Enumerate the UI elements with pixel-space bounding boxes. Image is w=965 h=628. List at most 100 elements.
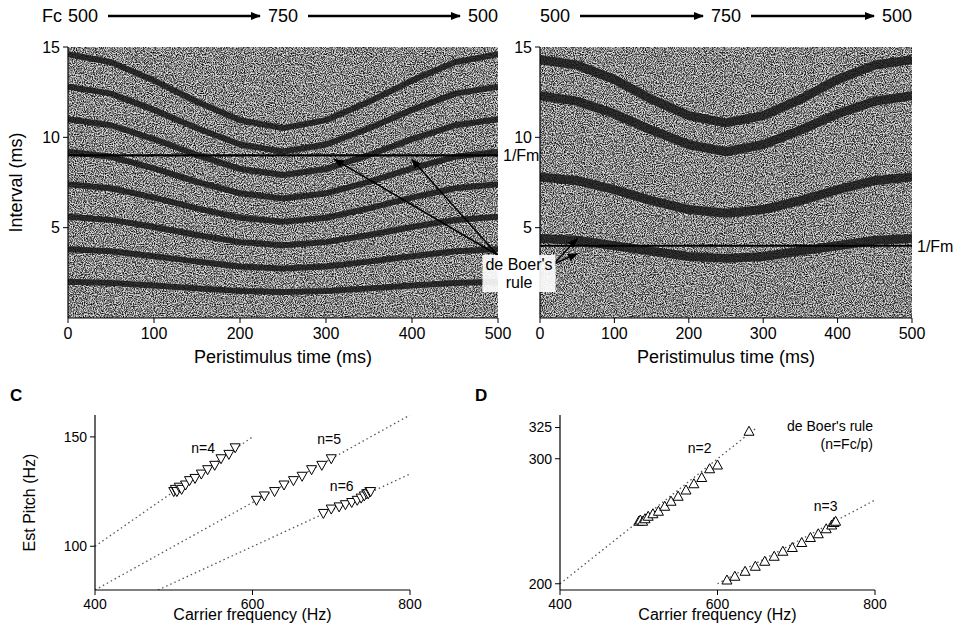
header-label: 750 xyxy=(268,6,298,26)
x-tick-label: 400 xyxy=(824,325,851,342)
pitch-point xyxy=(318,509,328,518)
line-label: n=6 xyxy=(330,478,354,494)
x-axis xyxy=(540,317,912,318)
annotation-arrow xyxy=(554,239,578,264)
raster-ground xyxy=(540,47,912,318)
x-axis-title: Peristimulus time (ms) xyxy=(194,347,372,367)
x-tick xyxy=(252,590,253,595)
x-tick xyxy=(688,318,689,323)
pitch-point xyxy=(230,444,240,453)
x-tick-label: 300 xyxy=(313,325,340,342)
x-tick xyxy=(540,318,541,323)
y-axis xyxy=(67,47,68,318)
x-tick xyxy=(95,590,96,595)
header-arrow xyxy=(308,15,460,18)
raster-grain xyxy=(540,47,912,318)
pitch-point xyxy=(760,556,770,565)
line-label: n=4 xyxy=(191,440,215,456)
annotation-line: de Boer's xyxy=(485,256,552,273)
pitch-point xyxy=(326,505,336,514)
y-axis xyxy=(94,415,95,590)
x-axis-title: Carrier frequency (Hz) xyxy=(638,606,796,623)
x-tick xyxy=(154,318,155,323)
raster-panel: 010020030040050051015Peristimulus time (… xyxy=(6,6,539,367)
labels: n=2 n=3 de Boer's rule (n=Fc/p) xyxy=(688,418,873,514)
pitch-point xyxy=(251,496,261,505)
de-boer-annotation: de Boer'srule xyxy=(335,159,578,292)
rule-line xyxy=(718,500,876,584)
y-tick-label: 5 xyxy=(523,219,532,236)
annotation: (n=Fc/p) xyxy=(820,436,873,452)
labels: n=4n=5n=6 xyxy=(191,431,354,494)
x-tick-label: 800 xyxy=(863,596,887,612)
x-tick-label: 500 xyxy=(899,325,926,342)
y-axis xyxy=(559,415,560,590)
y-tick xyxy=(555,427,560,428)
x-tick-label: 200 xyxy=(675,325,702,342)
pitch-point xyxy=(778,546,788,555)
x-tick xyxy=(875,590,876,595)
x-tick-label: 400 xyxy=(548,596,572,612)
x-tick-label: 100 xyxy=(141,325,168,342)
panel-letter: C xyxy=(10,386,22,405)
pitch-point xyxy=(210,461,220,470)
pitch-point xyxy=(224,450,234,459)
y-tick xyxy=(63,47,68,48)
annotation-arrows xyxy=(335,159,578,264)
header-label: Fc xyxy=(42,6,62,26)
x-tick xyxy=(763,318,764,323)
y-axis-title: Interval (ms) xyxy=(6,132,26,232)
line-label: n=3 xyxy=(814,498,838,514)
pitch-point xyxy=(307,466,317,475)
y-tick xyxy=(535,227,540,228)
x-axis-title: Peristimulus time (ms) xyxy=(637,347,815,367)
pitch-point xyxy=(317,461,327,470)
y-tick-label: 15 xyxy=(514,39,532,56)
plot-area xyxy=(95,415,410,590)
x-tick xyxy=(614,318,615,323)
reference-line xyxy=(540,245,912,247)
x-tick xyxy=(837,318,838,323)
pitch-point xyxy=(365,488,375,497)
x-tick xyxy=(560,590,561,595)
y-tick xyxy=(535,137,540,138)
x-tick-label: 200 xyxy=(227,325,254,342)
raster-noise xyxy=(68,47,498,318)
x-tick xyxy=(717,590,718,595)
header-label: 500 xyxy=(468,6,498,26)
reference-label: 1/Fm xyxy=(503,147,539,164)
header-arrow xyxy=(751,15,874,18)
header-label: 500 xyxy=(540,6,570,26)
annotation-arrow xyxy=(412,159,497,255)
rule-line xyxy=(158,474,410,590)
header-label: 500 xyxy=(882,6,912,26)
y-tick xyxy=(555,458,560,459)
line-label: n=2 xyxy=(688,440,712,456)
x-tick xyxy=(240,318,241,323)
scatter-panel: n=2n=3de Boer's rule(n=Fc/p)400600800200… xyxy=(475,386,887,623)
panel-letter: D xyxy=(475,386,487,405)
pitch-point xyxy=(740,566,750,575)
x-tick xyxy=(326,318,327,323)
pitch-point xyxy=(270,488,280,497)
header-arrow xyxy=(108,15,260,18)
annotation-arrow xyxy=(335,159,498,255)
y-tick-label: 100 xyxy=(64,538,88,554)
annotation: de Boer's rule xyxy=(787,418,873,434)
plot-area xyxy=(560,426,875,584)
pitch-point xyxy=(288,477,298,486)
raster-ground xyxy=(68,47,498,318)
x-tick xyxy=(412,318,413,323)
pitch-point xyxy=(326,455,336,464)
reference-label: 1/Fm xyxy=(917,238,953,255)
pitch-point xyxy=(190,474,200,483)
x-tick xyxy=(498,318,499,323)
x-tick-label: 400 xyxy=(399,325,426,342)
x-tick xyxy=(912,318,913,323)
pitch-point xyxy=(297,472,307,481)
reference-line xyxy=(68,154,498,156)
pitch-point xyxy=(196,470,206,479)
label-patch xyxy=(482,255,555,292)
pitch-point xyxy=(366,488,376,497)
pitch-point xyxy=(216,455,226,464)
